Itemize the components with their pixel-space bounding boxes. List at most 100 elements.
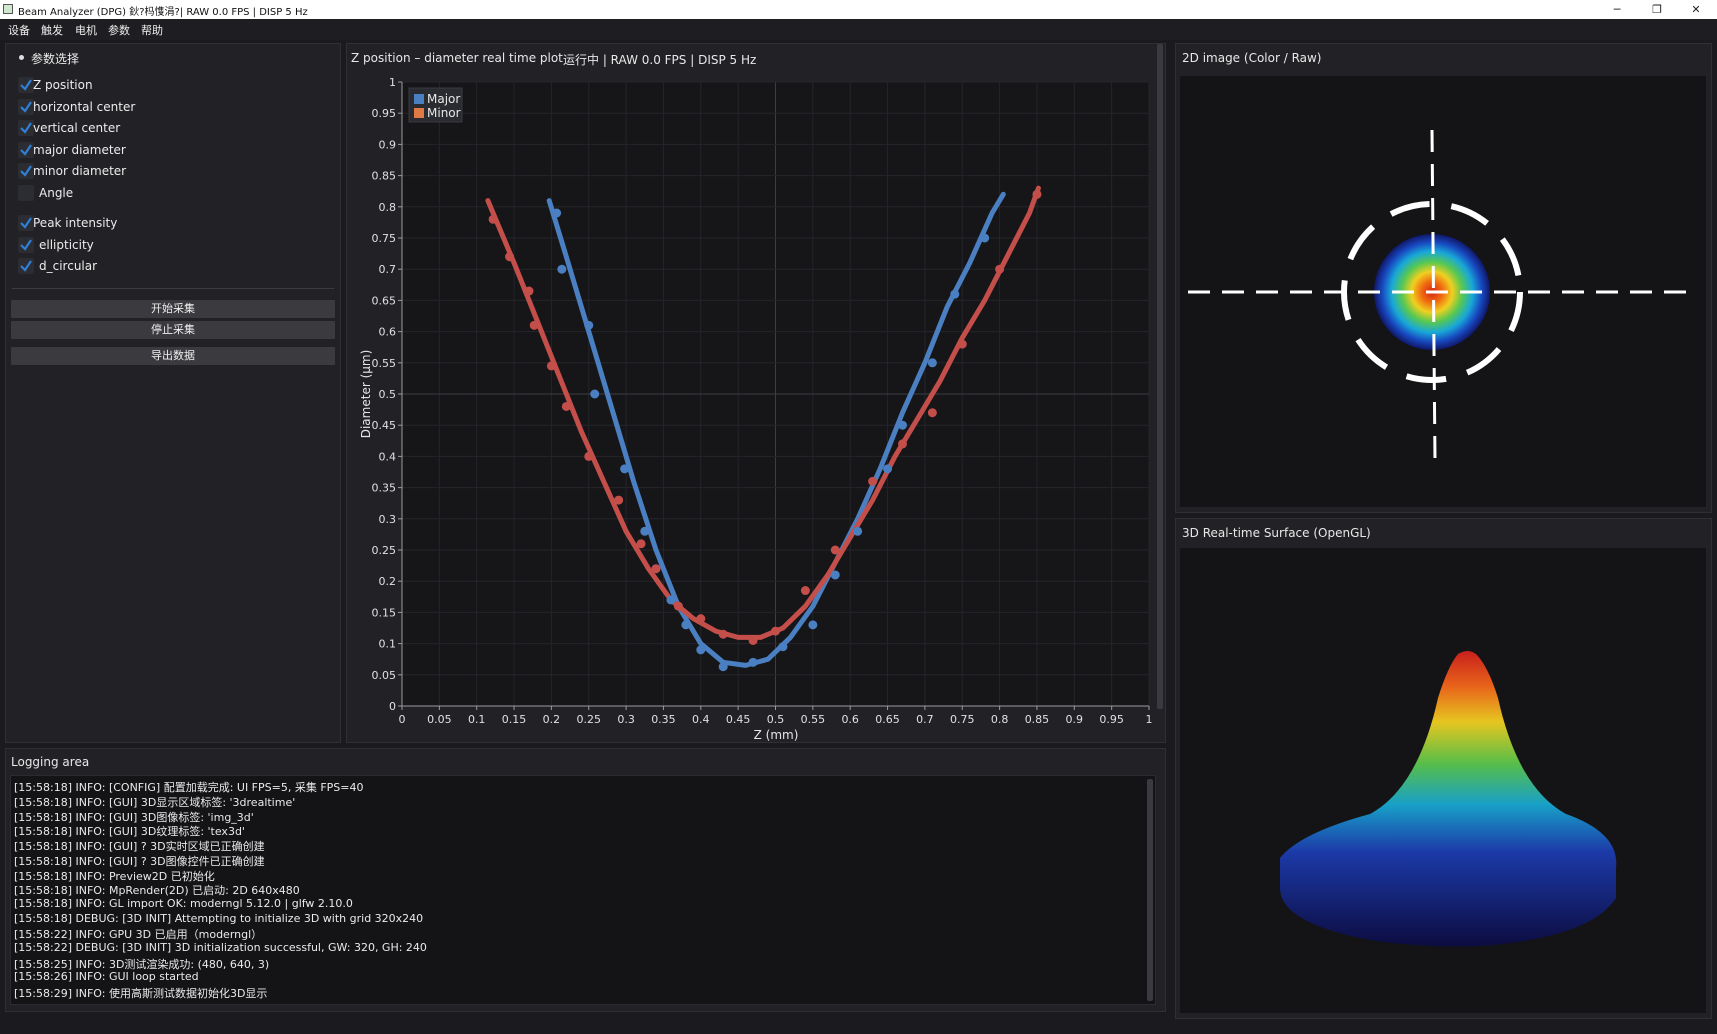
- log-output[interactable]: [15:58:18] INFO: [CONFIG] 配置加载完成: UI FPS…: [10, 775, 1156, 1005]
- data-point-major: [696, 645, 706, 655]
- data-point-major: [584, 320, 594, 330]
- checkbox-minor-diameter[interactable]: [18, 163, 34, 179]
- menu-motor[interactable]: 电机: [75, 24, 97, 37]
- menu-help[interactable]: 帮助: [141, 24, 163, 37]
- data-point-minor: [696, 614, 706, 624]
- checkbox-label: Z position: [33, 78, 93, 92]
- checkbox-z-position[interactable]: [18, 77, 34, 93]
- log-line: [15:58:18] INFO: [CONFIG] 配置加载完成: UI FPS…: [14, 781, 364, 794]
- log-line: [15:58:18] INFO: [GUI] ? 3D图像控件已正确创建: [14, 855, 265, 868]
- x-tick-label: 0.4: [692, 713, 710, 726]
- data-point-minor: [488, 214, 498, 224]
- plot-scrollbar[interactable]: [1157, 44, 1163, 709]
- menu-device[interactable]: 设备: [8, 24, 30, 37]
- param-header: 参数选择: [31, 52, 80, 66]
- data-point-minor: [546, 361, 556, 371]
- data-point-major: [883, 464, 893, 474]
- log-line: [15:58:18] DEBUG: [3D INIT] Attempting t…: [14, 912, 424, 925]
- close-button[interactable]: ✕: [1691, 3, 1701, 16]
- y-tick-label: 0.35: [372, 482, 397, 495]
- data-point-major: [980, 233, 990, 243]
- log-line: [15:58:25] INFO: 3D测试渲染成功: (480, 640, 3): [14, 958, 270, 971]
- checkbox-label: vertical center: [33, 121, 121, 135]
- legend-swatch-major: [414, 94, 424, 104]
- data-point-minor: [561, 401, 571, 411]
- checkbox-ellipticity[interactable]: [18, 237, 34, 253]
- y-tick-label: 0.2: [379, 575, 397, 588]
- checkbox-peak-intensity[interactable]: [18, 215, 34, 231]
- data-point-major: [778, 642, 788, 652]
- data-point-minor: [524, 286, 534, 296]
- x-tick-label: 0.25: [577, 713, 602, 726]
- minimize-button[interactable]: ─: [1613, 3, 1621, 16]
- checkbox-d-circular[interactable]: [18, 258, 34, 274]
- x-axis-label: Z (mm): [754, 728, 799, 742]
- data-point-minor: [1032, 189, 1042, 199]
- checkbox-label: major diameter: [33, 143, 126, 157]
- data-point-major: [557, 264, 567, 274]
- legend-swatch-minor: [414, 108, 424, 118]
- data-point-minor: [800, 586, 810, 596]
- surface3d-title: 3D Real-time Surface (OpenGL): [1182, 526, 1371, 540]
- data-point-minor: [748, 635, 758, 645]
- y-tick-label: 0.9: [379, 138, 397, 151]
- log-scrollbar[interactable]: [1147, 779, 1153, 1001]
- menu-bar: 设备 触发 电机 参数 帮助: [0, 19, 1717, 40]
- x-tick-label: 0: [399, 713, 406, 726]
- restore-button[interactable]: ❐: [1652, 3, 1662, 16]
- x-tick-label: 0.5: [767, 713, 785, 726]
- data-point-minor: [830, 545, 840, 555]
- window-titlebar: Beam Analyzer (DPG) 鈥?杩愯涓?| RAW 0.0 FPS …: [0, 0, 1717, 19]
- y-tick-label: 0.8: [379, 201, 397, 214]
- data-point-minor: [718, 629, 728, 639]
- data-point-major: [681, 620, 691, 630]
- y-tick-label: 0.25: [372, 544, 397, 557]
- y-tick-label: 0.55: [372, 357, 397, 370]
- x-tick-label: 0.55: [801, 713, 826, 726]
- log-line: [15:58:22] DEBUG: [3D INIT] 3D initializ…: [14, 941, 427, 954]
- checkbox-horizontal-center[interactable]: [18, 99, 34, 115]
- data-point-minor: [673, 601, 683, 611]
- data-point-minor: [651, 564, 661, 574]
- checkbox-angle[interactable]: [18, 185, 34, 201]
- x-tick-label: 0.6: [841, 713, 859, 726]
- data-point-minor: [584, 451, 594, 461]
- x-tick-label: 0.35: [651, 713, 676, 726]
- app-icon: [3, 4, 13, 14]
- data-point-major: [748, 657, 758, 667]
- data-point-minor: [505, 252, 515, 262]
- y-tick-label: 0.5: [379, 388, 397, 401]
- data-point-minor: [868, 476, 878, 486]
- data-point-minor: [614, 495, 624, 505]
- checkbox-label: Peak intensity: [33, 216, 118, 230]
- menu-params[interactable]: 参数: [108, 24, 130, 37]
- y-tick-label: 0.45: [372, 419, 397, 432]
- menu-trigger[interactable]: 触发: [41, 24, 63, 37]
- beam-3d-surface: [1180, 548, 1706, 1013]
- y-tick-label: 0.05: [372, 669, 397, 682]
- y-tick-label: 0.1: [379, 638, 397, 651]
- bullet-icon: [19, 55, 24, 60]
- log-line: [15:58:18] INFO: [GUI] ? 3D实时区域已正确创建: [14, 840, 265, 853]
- y-tick-label: 0.65: [372, 294, 397, 307]
- x-tick-label: 0.8: [991, 713, 1009, 726]
- y-tick-label: 0.75: [372, 232, 397, 245]
- chart-legend: Major Minor: [408, 87, 463, 123]
- checkbox-major-diameter[interactable]: [18, 142, 34, 158]
- start-capture-button[interactable]: 开始采集: [11, 300, 335, 318]
- export-data-button[interactable]: 导出数据: [11, 347, 335, 365]
- log-line: [15:58:18] INFO: [GUI] 3D显示区域标签: '3dreal…: [14, 796, 296, 809]
- data-point-major: [590, 389, 600, 399]
- x-tick-label: 0.1: [468, 713, 486, 726]
- log-line: [15:58:18] INFO: GL import OK: moderngl …: [14, 897, 353, 910]
- stop-capture-button[interactable]: 停止采集: [11, 321, 335, 339]
- y-tick-label: 0.15: [372, 606, 397, 619]
- data-point-minor: [927, 408, 937, 418]
- data-point-major: [927, 358, 937, 368]
- log-line: [15:58:22] INFO: GPU 3D 已启用（moderngl）: [14, 928, 263, 941]
- data-point-minor: [636, 539, 646, 549]
- x-tick-label: 0.85: [1025, 713, 1050, 726]
- x-tick-label: 0.65: [875, 713, 900, 726]
- diameter-chart: 0 0.05 0.1 0.15 0.2 0.25 0.3 0.35 0.4 0.45 0.5 0.55…: [359, 76, 1153, 742]
- checkbox-vertical-center[interactable]: [18, 120, 34, 136]
